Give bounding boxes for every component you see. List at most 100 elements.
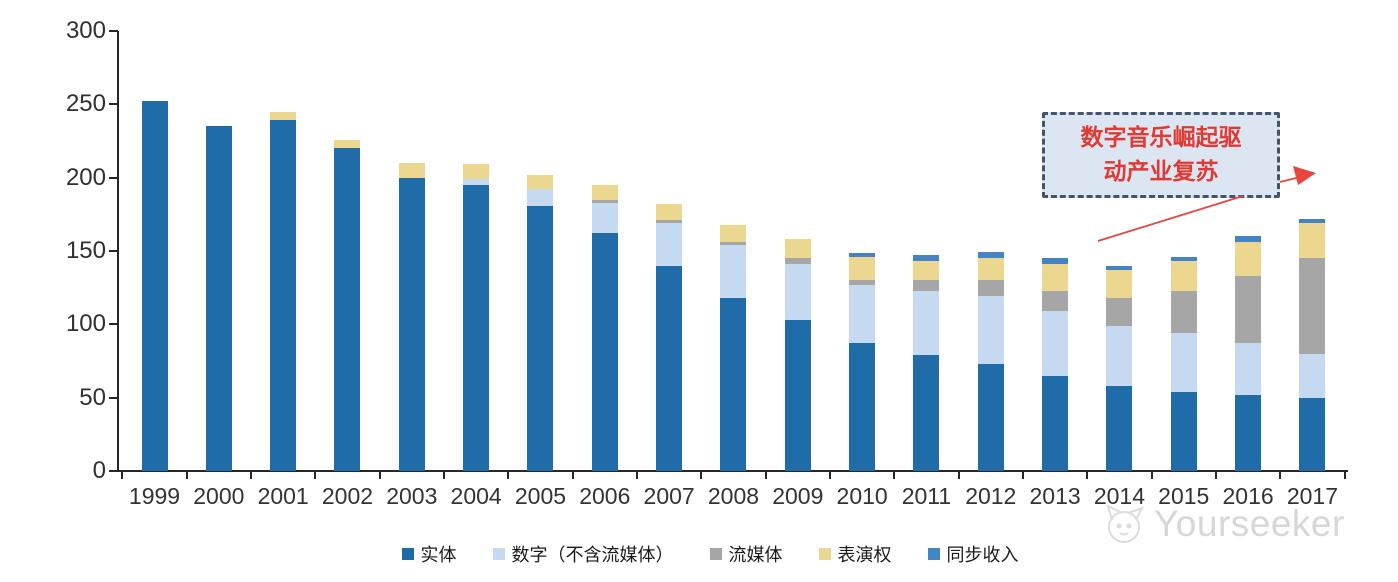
bar-segment-2011 [913, 280, 940, 291]
bar-segment-2003 [398, 177, 425, 471]
x-tick-mark [1021, 471, 1024, 479]
y-tick-mark [109, 250, 118, 252]
bar-segment-2008 [720, 245, 747, 298]
y-axis-line [117, 31, 119, 472]
bar-segment-2012 [977, 258, 1004, 281]
bar-segment-2010 [849, 252, 876, 257]
stacked-bar-2015 [1170, 256, 1197, 471]
bar-segment-2017 [1299, 223, 1326, 259]
bar-segment-2014 [1106, 325, 1133, 386]
y-tick-label-250: 250 [65, 90, 106, 118]
bar-segment-2008 [720, 242, 747, 246]
x-tick-label-2012: 2012 [965, 483, 1017, 509]
y-tick-label-50: 50 [79, 383, 106, 411]
annotation-text-line2: 动产业复苏 [1103, 159, 1219, 184]
stacked-bar-2006 [591, 185, 618, 471]
stacked-bar-2013 [1042, 258, 1069, 471]
bar-segment-2006 [591, 233, 618, 471]
x-tick-mark [185, 471, 188, 479]
x-tick-label-2006: 2006 [579, 483, 631, 509]
stacked-bar-2002 [334, 139, 361, 471]
y-tick-mark [109, 396, 118, 399]
bar-segment-2002 [334, 139, 361, 149]
x-tick-mark [893, 471, 896, 479]
x-tick-label-2013: 2013 [1029, 483, 1081, 509]
stacked-bar-2008 [720, 224, 747, 471]
x-tick-label-2017: 2017 [1286, 483, 1339, 509]
x-tick-mark [1343, 471, 1346, 479]
bar-segment-2005 [527, 189, 554, 206]
x-tick-mark [700, 471, 703, 479]
bar-segment-2000 [205, 126, 232, 471]
y-tick-label-0: 0 [92, 457, 106, 484]
y-tick-label-300: 300 [65, 17, 106, 44]
x-tick-mark [1279, 471, 1282, 479]
bar-segment-2015 [1170, 290, 1197, 334]
bar-segment-2013 [1042, 290, 1069, 312]
legend-label: 流媒体 [728, 545, 783, 565]
y-tick-mark [109, 323, 118, 326]
bar-segment-2013 [1042, 258, 1069, 265]
x-tick-label-2007: 2007 [643, 483, 695, 509]
x-tick-mark [957, 471, 960, 479]
bar-segment-2009 [784, 258, 811, 265]
bar-segment-2017 [1299, 353, 1326, 398]
annotation-callout-box: 数字音乐崛起驱 动产业复苏 [1042, 112, 1280, 198]
bar-segment-2004 [463, 164, 490, 180]
bar-segment-2012 [977, 363, 1004, 471]
stacked-bar-2005 [527, 174, 554, 471]
watermark: Yourseeker [1098, 500, 1345, 548]
y-tick-label-200: 200 [65, 163, 106, 191]
bar-segment-2005 [527, 174, 554, 190]
bar-segment-2006 [591, 202, 618, 234]
x-tick-mark [828, 471, 831, 479]
legend-swatch-icon [401, 548, 414, 560]
bar-segment-2010 [849, 343, 876, 471]
bar-segment-2012 [977, 252, 1004, 259]
bar-segment-2013 [1042, 375, 1069, 471]
x-tick-mark [764, 471, 767, 479]
bar-segment-2002 [334, 148, 361, 471]
legend-item: 表演权 [818, 541, 892, 567]
bar-segment-2011 [913, 261, 940, 281]
legend-label: 表演权 [837, 545, 892, 565]
annotation-text-line1: 数字音乐崛起驱 [1080, 124, 1242, 150]
bar-segment-2010 [849, 256, 876, 281]
bar-segment-2015 [1170, 391, 1197, 471]
bar-segment-2014 [1106, 385, 1133, 471]
stacked-bar-2000 [205, 126, 232, 471]
legend-label: 数字（不含流媒体） [511, 545, 674, 565]
bar-segment-2015 [1170, 256, 1197, 262]
bar-segment-2011 [913, 355, 940, 471]
x-tick-mark [1214, 471, 1217, 479]
bar-segment-2009 [784, 319, 811, 471]
bar-segment-2017 [1299, 218, 1326, 224]
bar-segment-2014 [1106, 265, 1133, 271]
bar-segment-2016 [1235, 394, 1262, 471]
bar-segment-2011 [913, 290, 940, 356]
x-tick-label-2010: 2010 [836, 483, 888, 509]
legend-label: 同步收入 [946, 545, 1019, 565]
bar-segment-2017 [1299, 397, 1326, 471]
bar-segment-2012 [977, 296, 1004, 364]
legend-item: 流媒体 [709, 541, 783, 567]
y-tick-label-100: 100 [65, 310, 106, 338]
stacked-bar-1999 [141, 101, 168, 471]
x-tick-mark [1150, 471, 1153, 479]
x-tick-mark [378, 471, 381, 479]
legend-swatch-icon [492, 548, 505, 560]
bar-segment-2003 [398, 163, 425, 178]
stacked-bar-2003 [398, 163, 425, 471]
watermark-text: Yourseeker [1154, 503, 1345, 544]
x-tick-label-2005: 2005 [514, 483, 567, 509]
bar-segment-2009 [784, 239, 811, 259]
x-tick-label-2004: 2004 [450, 483, 502, 509]
bar-segment-2016 [1235, 275, 1262, 344]
bar-segment-2006 [591, 185, 618, 200]
bar-segment-2005 [527, 205, 554, 471]
legend-label: 实体 [420, 545, 457, 565]
stacked-bar-2016 [1235, 236, 1262, 471]
x-tick-label-2008: 2008 [707, 483, 760, 509]
x-tick-mark [571, 471, 574, 479]
legend-item: 实体 [401, 541, 457, 567]
